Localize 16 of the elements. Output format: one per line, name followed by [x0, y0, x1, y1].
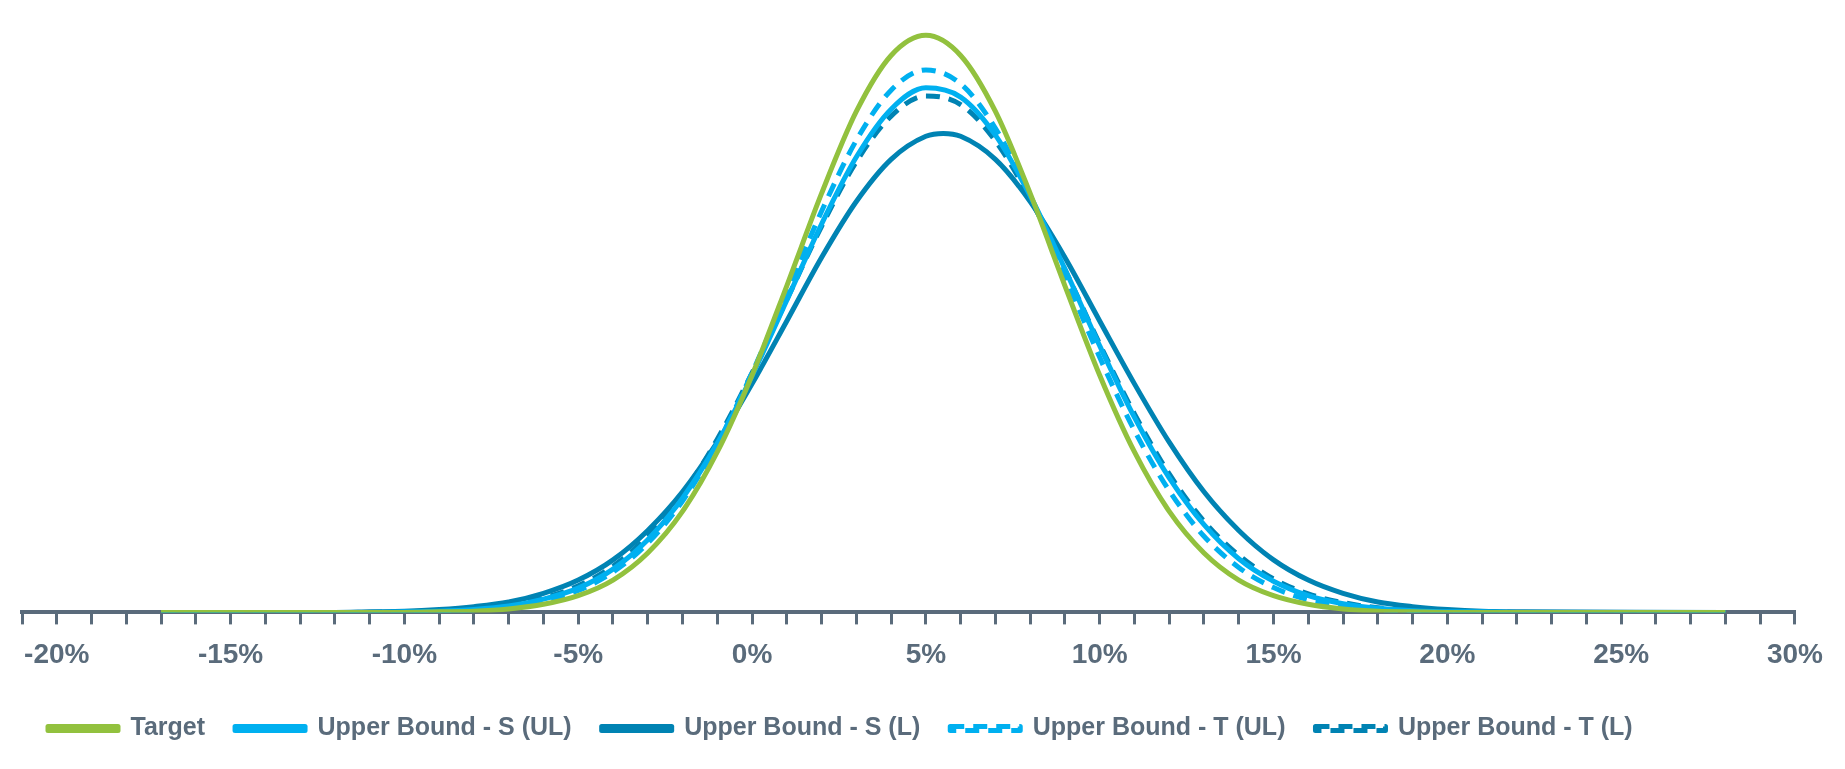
- x-tick-label: -20%: [24, 637, 90, 669]
- x-tick-label: 0%: [731, 637, 773, 669]
- x-tick-label: -10%: [371, 637, 438, 669]
- x-tick-label: 30%: [1766, 637, 1824, 669]
- x-tick-label: 5%: [905, 637, 947, 669]
- x-tick-label: 25%: [1593, 637, 1650, 669]
- x-tick-label: 15%: [1245, 637, 1302, 669]
- x-tick-label: 20%: [1419, 637, 1476, 669]
- legend-label: Target: [130, 712, 206, 741]
- x-tick-label: 10%: [1071, 637, 1128, 669]
- legend-label: Upper Bound - T (UL): [1032, 712, 1286, 741]
- x-tick-label: -5%: [553, 637, 604, 669]
- legend-label: Upper Bound - T (L): [1397, 712, 1633, 741]
- legend-label: Upper Bound - S (L): [684, 712, 921, 741]
- x-tick-label: -15%: [197, 637, 264, 669]
- legend-label: Upper Bound - S (UL): [317, 712, 572, 741]
